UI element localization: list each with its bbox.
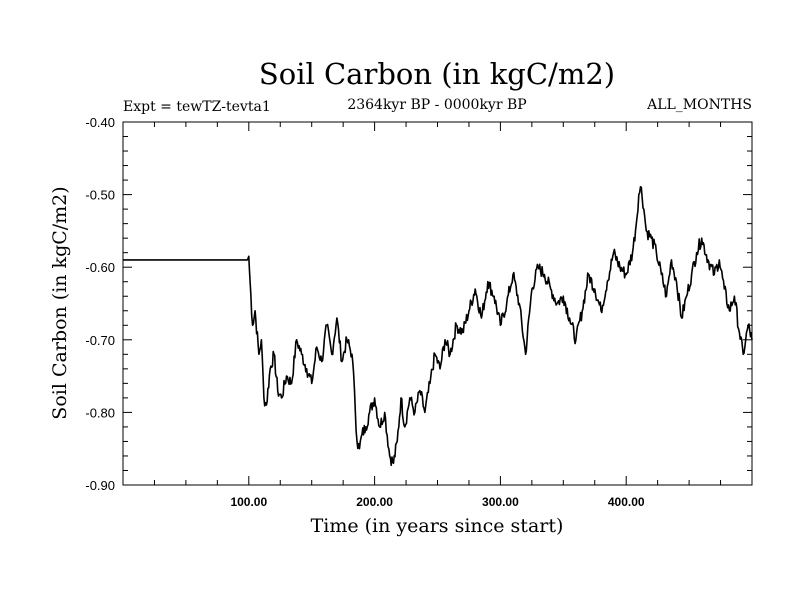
x-tick-label: 400.00 [608,495,645,509]
y-tick-label: -0.50 [85,188,115,203]
y-tick-label: -0.40 [85,115,115,130]
x-tick-label: 300.00 [482,495,519,509]
y-axis-label: Soil Carbon (in kgC/m2) [49,186,71,419]
y-axis-tick-labels: -0.40 -0.50 -0.60 -0.70 -0.80 -0.90 [85,115,115,493]
y-tick-label: -0.60 [85,260,115,275]
y-tick-label: -0.90 [85,478,115,493]
x-tick-label: 100.00 [230,495,267,509]
x-axis-ticks [153,122,722,485]
plot-frame [122,121,753,486]
y-tick-label: -0.70 [85,333,115,348]
subtitle-left: Expt = tewTZ-tevta1 [123,99,271,115]
x-axis-label: Time (in years since start) [311,515,564,537]
chart-title: Soil Carbon (in kgC/m2) [259,57,615,91]
soil-carbon-series-line [123,186,753,467]
y-axis-ticks [123,136,752,471]
x-tick-label: 200.00 [356,495,393,509]
x-axis-tick-labels: 100.00 200.00 300.00 400.00 [230,495,644,509]
y-tick-label: -0.80 [85,405,115,420]
subtitle-center: 2364kyr BP - 0000kyr BP [347,97,526,113]
subtitle-right: ALL_MONTHS [646,97,752,113]
